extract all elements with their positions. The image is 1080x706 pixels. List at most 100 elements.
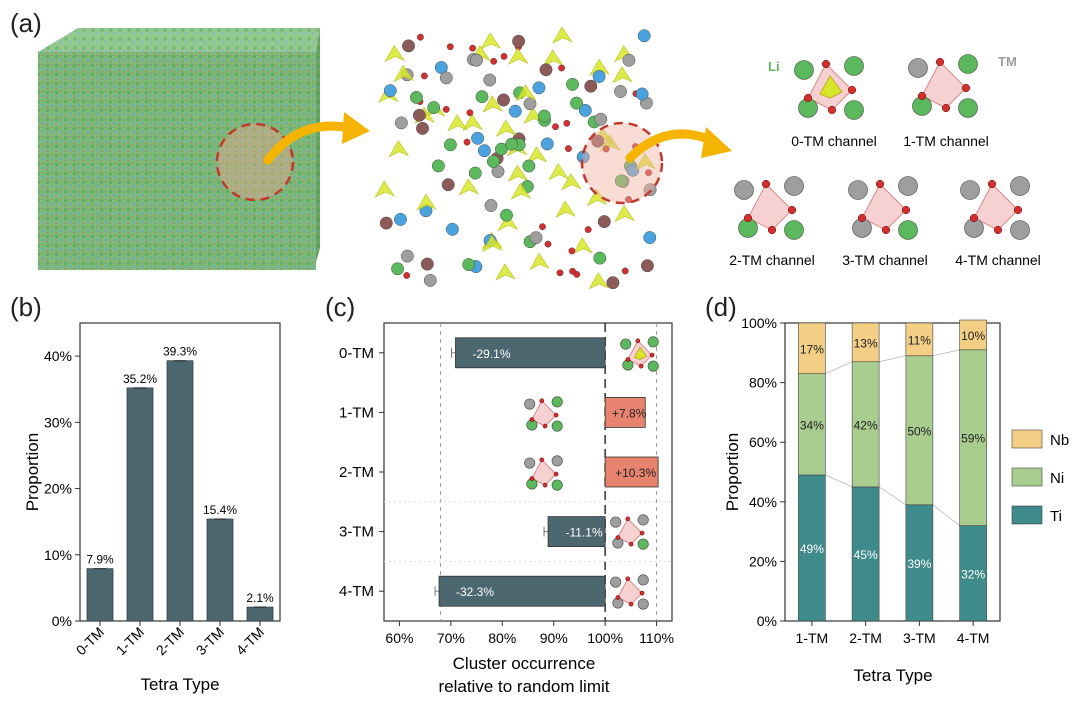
atom [614,85,627,98]
atom [539,223,546,231]
tetrahedral-site [388,140,410,158]
x-tick-label: 90% [540,630,568,646]
segment-label: 45% [854,548,878,562]
atom [427,101,441,115]
o-atom [625,516,631,522]
li-atom [637,538,649,550]
tetrahedral-site [529,252,550,271]
o-atom [993,225,1003,235]
tm-atom [898,176,918,196]
tetrahedral-site [480,32,501,50]
x-tick-label: 1-TM [796,630,829,646]
atom [442,106,450,113]
atom [466,109,474,117]
o-atom [539,398,545,404]
tm-atom [960,180,980,200]
li-atom [647,336,659,348]
o-atom [529,476,535,481]
segment-label: 34% [800,418,824,432]
o-atom [969,213,979,223]
tetrahedral-site [458,178,480,196]
segment-label: 59% [961,432,985,446]
o-atom [625,357,631,362]
channel-label-1tm: 1-TM channel [903,133,989,149]
bar [126,387,154,622]
arrow-icon [625,127,732,163]
legend-label: Ni [1050,470,1064,487]
bar-value-label: 15.4% [203,503,237,517]
y-tick-label: 3-TM [339,524,374,541]
atom [529,231,543,245]
o-atom [553,471,559,477]
bar-value-label: 39.3% [163,345,197,359]
channel-inset-icons [524,336,659,610]
bar [206,518,234,622]
atom [544,240,552,248]
segment-label: 11% [908,333,931,347]
atom [597,215,611,229]
segment-label: 50% [907,424,931,438]
atom [441,178,455,192]
bar-value-label: +7.8% [612,406,647,420]
stacked-bar-ti [798,474,826,622]
li-atom [898,220,918,240]
tetrahedral-site [586,188,608,207]
li-atom [958,98,978,118]
bar [86,568,114,622]
o-atom [628,601,634,607]
atom [420,72,428,80]
legend: Nb Ni Ti [1011,429,1069,525]
legend-swatch [1011,467,1043,487]
y-axis-label: Proportion [723,433,742,511]
x-axis-label: Tetra Type [140,675,219,694]
atom [512,34,525,48]
atom [420,257,434,271]
atom [614,174,628,188]
tetrahedral-site [515,84,537,102]
atom [556,269,564,277]
o-atom [639,590,645,596]
atom [594,112,608,126]
x-tick-label: 100% [587,630,623,646]
atom [477,144,491,158]
atom [445,222,459,236]
atom [412,108,426,122]
x-tick-label: 4-TM [957,630,990,646]
stacked-bar-nb [851,322,880,363]
tm-atom [524,398,536,410]
atom [471,131,484,145]
tetrahedron-icon [908,54,978,118]
o-atom [761,179,771,189]
atom [563,119,571,127]
atom [540,137,554,151]
li-atom [620,338,632,350]
stacked-bar-ni [851,361,880,488]
o-atom [827,105,837,115]
o-atom [638,363,644,369]
atom [584,79,598,93]
x-tick-label: 70% [437,630,465,646]
tetrahedral-site [447,114,468,132]
x-tick-label: 2-TM [849,630,882,646]
bar-series: -29.1% +7.8% +10.3% -11.1% -32.3% [434,337,659,607]
tetrahedron-icon [524,455,563,491]
atom [565,145,572,153]
o-atom [857,213,867,223]
bar-value-label: 2.1% [246,591,274,605]
connector-line [825,361,853,375]
atom [508,104,522,118]
atom [409,91,423,104]
o-atom [542,423,548,429]
segment-label: 13% [854,336,878,350]
panel-d-chart: 49% 34% 17% 45% 42% 13% 39% 50% 11% 32% 59% 10% 0% 2… [723,315,1069,685]
stacked-bar-ni [959,349,987,526]
local-structure-lattice [374,26,657,290]
tm-atom [848,180,868,200]
li-atom [647,360,659,372]
y-tick-label: 1-TM [339,404,374,421]
bar [604,456,659,488]
atom [403,272,411,279]
bar [547,516,606,547]
tetrahedral-site [462,113,483,132]
